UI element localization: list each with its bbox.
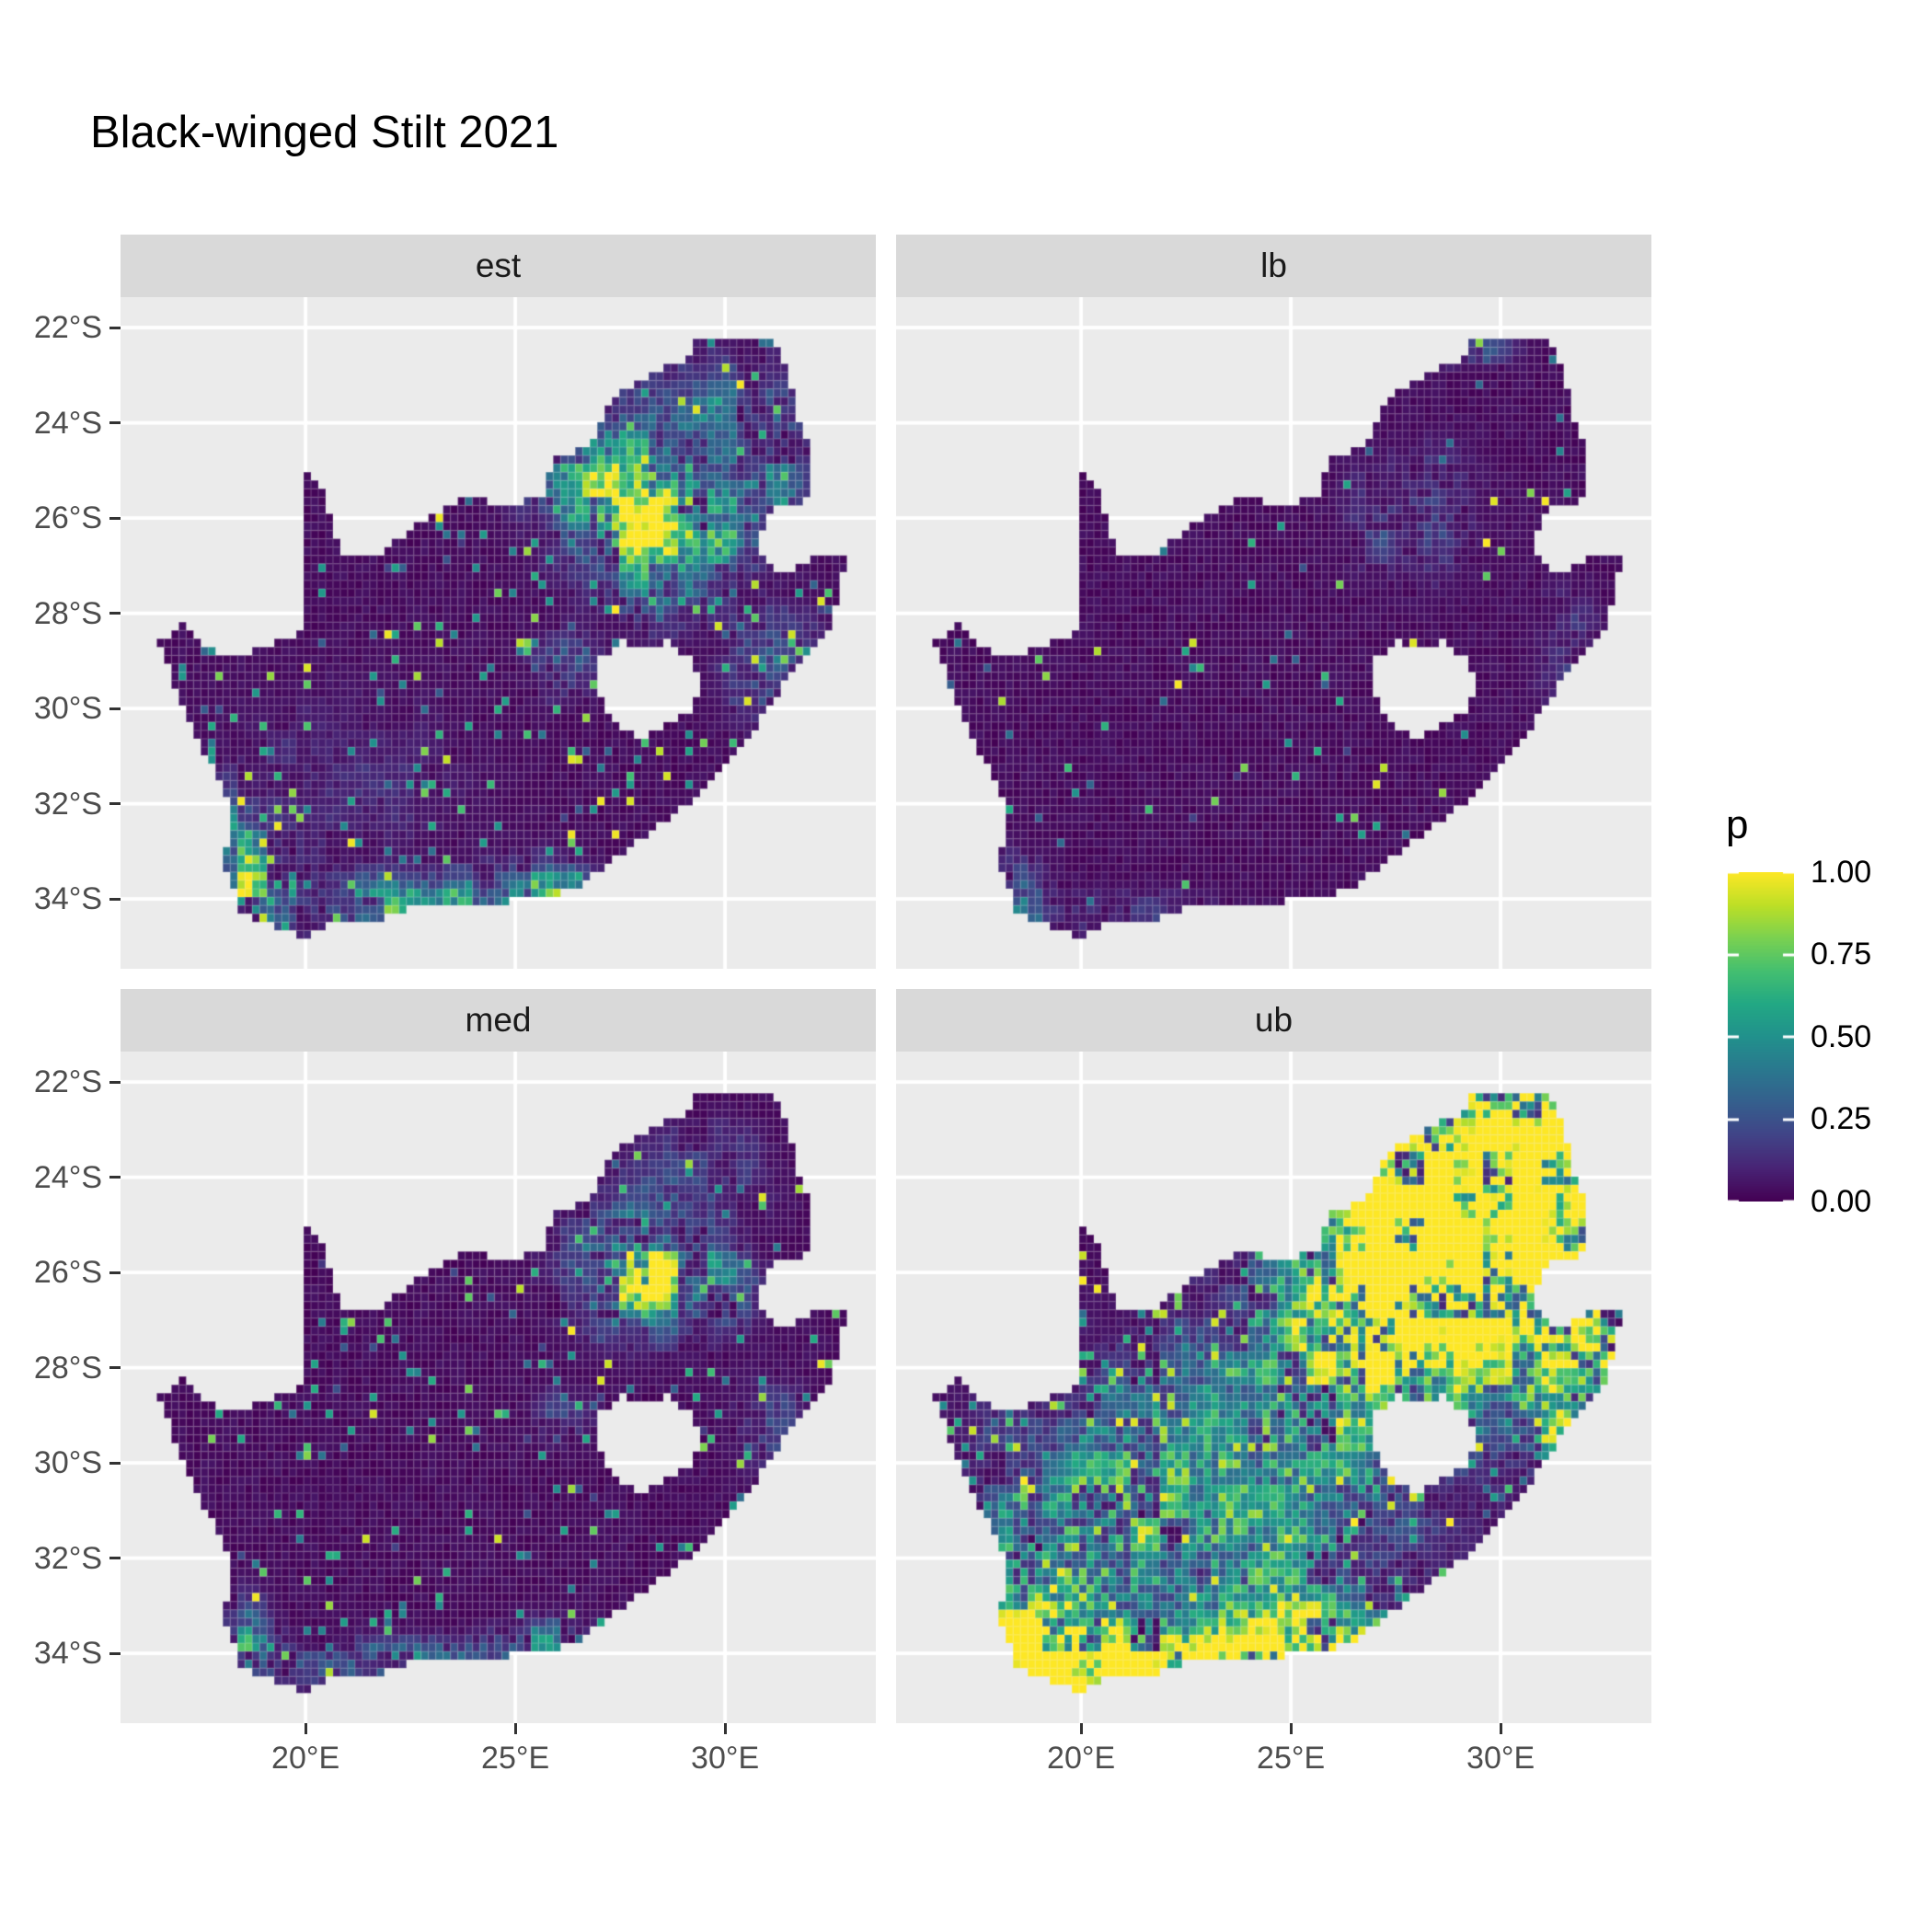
y-axis-tick [109, 1176, 121, 1179]
y-axis-tick-label: 26°S [33, 1255, 102, 1291]
chart-title: Black-winged Stilt 2021 [90, 108, 559, 157]
facet-strip-est: est [121, 235, 876, 297]
x-axis-tick [304, 1723, 307, 1734]
facet-map-ub [896, 1052, 1651, 1723]
y-axis-tick [109, 421, 121, 425]
legend-tick-label: 0.00 [1811, 1184, 1872, 1219]
y-axis-tick [109, 612, 121, 615]
y-axis-tick-label: 32°S [33, 1540, 102, 1576]
x-axis-tick [723, 1723, 727, 1734]
facet-label-med: med [465, 1001, 532, 1039]
legend-colorbar [1728, 872, 1794, 1202]
y-axis-tick-label: 34°S [33, 1636, 102, 1672]
facet-map-est [121, 297, 876, 969]
y-axis-tick-label: 22°S [33, 310, 102, 346]
x-axis-tick [1289, 1723, 1293, 1734]
legend-tick-label: 0.50 [1811, 1019, 1872, 1054]
legend-tick-label: 1.00 [1811, 855, 1872, 890]
x-axis-tick [513, 1723, 517, 1734]
x-axis-tick-label: 30°E [1466, 1741, 1535, 1776]
legend-tick-label: 0.25 [1811, 1101, 1872, 1136]
y-axis-tick-label: 32°S [33, 786, 102, 822]
y-axis-tick-label: 24°S [33, 405, 102, 441]
legend-tick-label: 0.75 [1811, 937, 1872, 972]
y-axis-tick-label: 30°S [33, 691, 102, 727]
x-axis-tick-label: 25°E [481, 1741, 550, 1776]
facet-strip-lb: lb [896, 235, 1651, 297]
facet-map-lb [896, 297, 1651, 969]
y-axis-tick-label: 28°S [33, 595, 102, 631]
x-axis-tick-label: 30°E [691, 1741, 760, 1776]
y-axis-tick [109, 1461, 121, 1465]
facet-map-med [121, 1052, 876, 1723]
facet-label-est: est [475, 247, 522, 284]
y-axis-tick [109, 1651, 121, 1655]
facet-label-lb: lb [1260, 247, 1287, 284]
y-axis-tick [109, 802, 121, 806]
y-axis-tick-label: 26°S [33, 500, 102, 536]
facet-label-ub: ub [1254, 1001, 1294, 1039]
y-axis-tick-label: 22°S [33, 1064, 102, 1100]
y-axis-tick-label: 34°S [33, 881, 102, 917]
y-axis-tick [109, 1271, 121, 1274]
y-axis-tick [109, 516, 121, 520]
legend-title: p [1726, 802, 1749, 847]
y-axis-tick [109, 1080, 121, 1084]
facet-strip-med: med [121, 989, 876, 1052]
y-axis-tick-label: 28°S [33, 1350, 102, 1386]
x-axis-tick-label: 20°E [1047, 1741, 1116, 1776]
y-axis-tick [109, 1366, 121, 1370]
x-axis-tick-label: 25°E [1257, 1741, 1326, 1776]
y-axis-tick [109, 326, 121, 329]
y-axis-tick-label: 24°S [33, 1159, 102, 1195]
y-axis-tick [109, 1557, 121, 1560]
x-axis-tick [1499, 1723, 1502, 1734]
y-axis-tick [109, 707, 121, 710]
y-axis-tick [109, 897, 121, 901]
x-axis-tick-label: 20°E [271, 1741, 340, 1776]
y-axis-tick-label: 30°S [33, 1445, 102, 1481]
facet-strip-ub: ub [896, 989, 1651, 1052]
x-axis-tick [1079, 1723, 1083, 1734]
